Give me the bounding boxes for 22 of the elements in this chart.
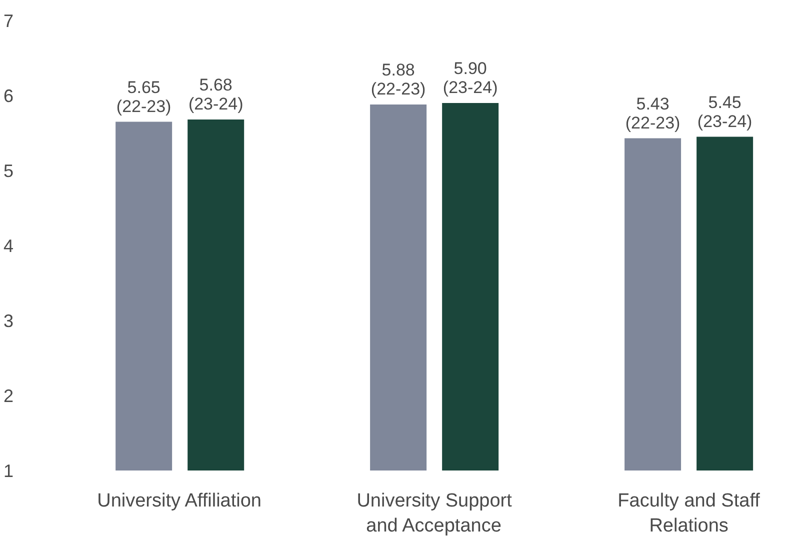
text: (22-23) — [370, 80, 426, 98]
text: (22-23) — [625, 113, 680, 132]
data-label: 5.88 — [382, 60, 415, 80]
data-label: 5.68 — [199, 76, 232, 94]
text: (23-24) — [697, 112, 752, 131]
series-label: (23-24) — [188, 94, 244, 114]
y-tick-label: 2 — [3, 386, 14, 406]
y-tick-label: 7 — [3, 11, 14, 31]
series-label: (22-23) — [116, 96, 172, 116]
y-tick-label: 5 — [3, 161, 14, 181]
x-tick-label: University Affiliation — [97, 490, 262, 512]
x-tick-label: University Support and Acceptance — [356, 490, 513, 537]
text: (23-24) — [442, 78, 498, 97]
data-label: 5.45 — [708, 92, 742, 112]
data-label: 5.43 — [636, 94, 670, 114]
x-tick-label: Faculty and Staff Relations — [618, 490, 761, 537]
y-tick-label: 1 — [3, 461, 14, 481]
data-label: 5.90 — [454, 59, 487, 78]
y-tick-label: 3 — [3, 311, 14, 331]
y-tick-label: 4 — [3, 236, 14, 256]
data-label: 5.65 — [127, 78, 160, 97]
y-tick-label: 6 — [3, 86, 14, 106]
